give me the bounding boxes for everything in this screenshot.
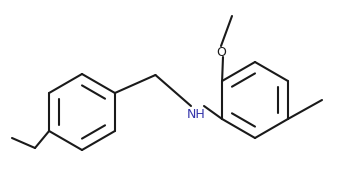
- Text: NH: NH: [187, 108, 205, 121]
- Text: O: O: [216, 46, 226, 59]
